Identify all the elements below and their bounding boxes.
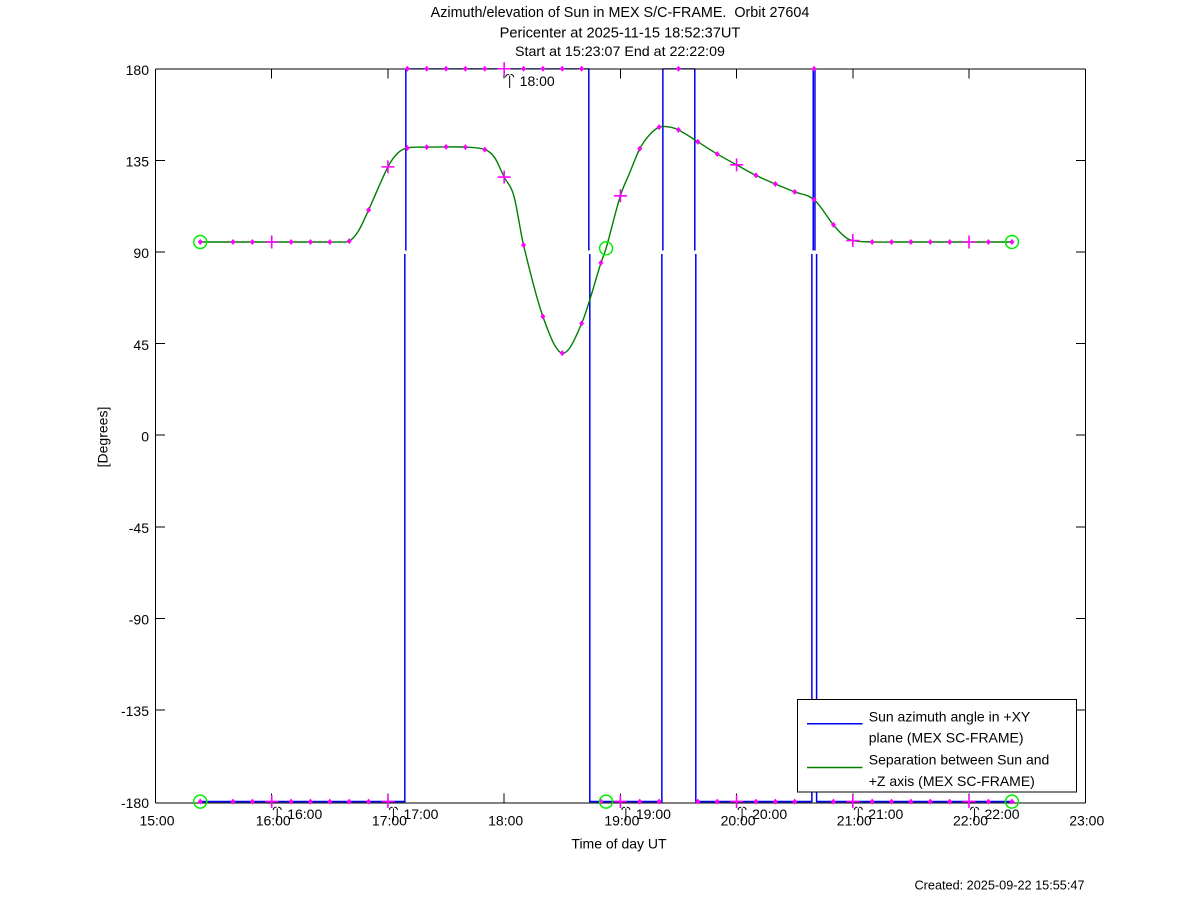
svg-text:90: 90 [133,245,149,261]
svg-text:18:00: 18:00 [520,73,555,89]
svg-text:-180: -180 [121,795,149,811]
svg-text:21:00: 21:00 [837,813,872,829]
svg-text:19:00: 19:00 [636,806,671,822]
svg-text:19:00: 19:00 [604,813,639,829]
svg-text:-45: -45 [129,520,149,536]
svg-text:-135: -135 [121,703,149,719]
svg-text:Pericenter at 2025-11-15 18:52: Pericenter at 2025-11-15 18:52:37UT [500,26,741,42]
svg-text:17:00: 17:00 [372,813,407,829]
svg-text:15:00: 15:00 [139,813,174,829]
svg-text:20:00: 20:00 [752,806,787,822]
svg-text:-90: -90 [129,612,149,628]
svg-text:Start at 15:23:07 End at 22:22: Start at 15:23:07 End at 22:22:09 [515,44,725,60]
svg-text:Created: 2025-09-22 15:55:47: Created: 2025-09-22 15:55:47 [915,879,1085,893]
svg-text:180: 180 [126,62,150,78]
svg-text:plane (MEX SC-FRAME): plane (MEX SC-FRAME) [869,730,1024,746]
svg-text:+Z axis (MEX SC-FRAME): +Z axis (MEX SC-FRAME) [869,773,1035,789]
svg-text:0: 0 [141,428,149,444]
svg-text:18:00: 18:00 [488,813,523,829]
svg-text:16:00: 16:00 [287,806,322,822]
svg-text:22:00: 22:00 [953,813,988,829]
svg-text:135: 135 [126,154,150,170]
svg-text:Sun azimuth angle in +XY: Sun azimuth angle in +XY [869,709,1031,725]
svg-text:21:00: 21:00 [868,806,903,822]
svg-text:20:00: 20:00 [721,813,756,829]
svg-text:Azimuth/elevation of Sun in ME: Azimuth/elevation of Sun in MEX S/C-FRAM… [431,5,810,21]
svg-text:Time of day UT: Time of day UT [571,836,667,852]
svg-text:[Degrees]: [Degrees] [95,407,111,468]
svg-text:16:00: 16:00 [256,813,291,829]
svg-text:22:00: 22:00 [985,806,1020,822]
svg-text:17:00: 17:00 [403,806,438,822]
svg-text:Separation between Sun and: Separation between Sun and [869,751,1050,767]
svg-text:45: 45 [133,337,149,353]
svg-text:23:00: 23:00 [1069,813,1104,829]
